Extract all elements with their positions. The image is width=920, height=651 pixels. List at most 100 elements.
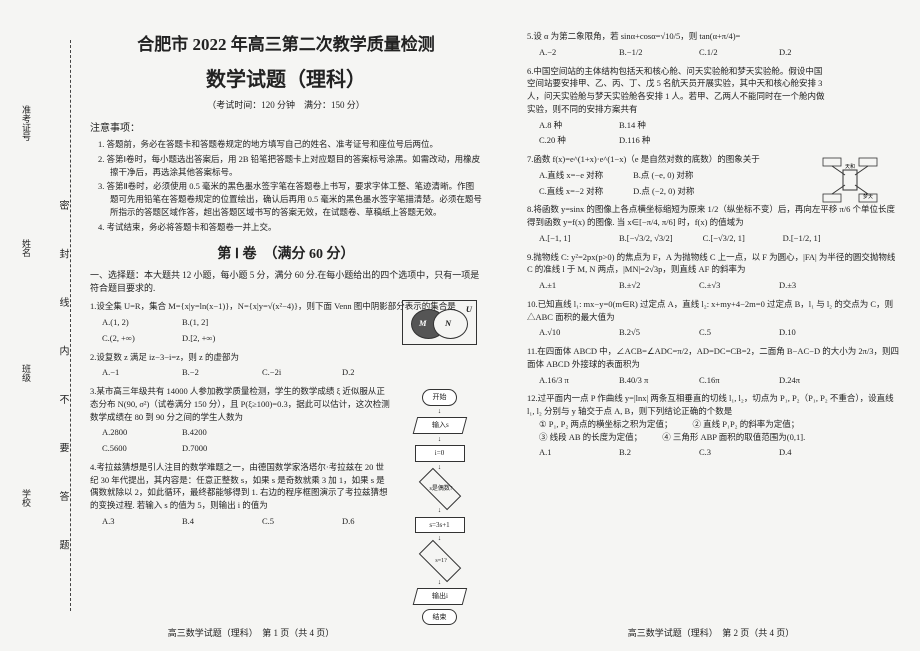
- question-12: 12.过平面内一点 P 作曲线 y=|lnx| 两条互相垂直的切线 l₁, l₂…: [527, 392, 900, 459]
- q6-opt-d: D.116 种: [619, 134, 669, 147]
- q12-s4: ④ 三角形 ABP 面积的取值范围为(0,1].: [662, 431, 805, 444]
- question-10: 10.已知直线 l₁: mx−y=0(m∈R) 过定点 A，直线 l₂: x+m…: [527, 298, 900, 339]
- part-1-instructions: 一、选择题：本大题共 12 小题，每小题 5 分，满分 60 分.在每小题给出的…: [90, 269, 482, 294]
- q9-opt-c: C.±√3: [699, 279, 749, 292]
- q11-opt-b: B.40/3 π: [619, 374, 669, 387]
- q3-opt-a: A.2800: [102, 426, 152, 439]
- q11-opt-d: D.24π: [779, 374, 829, 387]
- q6-options-2: C.20 种 D.116 种: [539, 134, 825, 147]
- fc-input: 输入s: [412, 417, 466, 434]
- q9-opt-b: B.±√2: [619, 279, 669, 292]
- notice-item: 1. 答题前，务必在答题卡和答题卷规定的地方填写自己的姓名、准考证号和座位号后两…: [98, 138, 482, 151]
- question-1: 1.设全集 U=R，集合 M={x|y=ln(x−1)}，N={x|y=√(x²…: [90, 300, 482, 344]
- q12-text: 12.过平面内一点 P 作曲线 y=|lnx| 两条互相垂直的切线 l₁, l₂…: [527, 393, 894, 416]
- venn-diagram: U M N: [402, 300, 477, 345]
- question-8: 8.将函数 y=sinx 的图像上各点横坐标缩短为原来 1/2（纵坐标不变）后，…: [527, 203, 900, 244]
- q7-text: 7.函数 f(x)=e^(1+x)·e^(1−x)（e 是自然对数的底数）的图象…: [527, 154, 760, 164]
- q1-text: 1.设全集 U=R，集合 M={x|y=ln(x−1)}，N={x|y=√(x²…: [90, 301, 456, 311]
- q6-options: A.8 种 B.14 种: [539, 119, 825, 132]
- notice-item: 4. 考试结束，务必将答题卡和答题卷一并上交。: [98, 221, 482, 234]
- notices-list: 1. 答题前，务必在答题卡和答题卷规定的地方填写自己的姓名、准考证号和座位号后两…: [90, 138, 482, 233]
- question-5: 5.设 α 为第二象限角，若 sinα+cosα=√10/5，则 tan(α+π…: [527, 30, 900, 59]
- q11-options: A.16/3 π B.40/3 π C.16π D.24π: [539, 374, 900, 387]
- q10-opt-a: A.√10: [539, 326, 589, 339]
- q5-options: A.−2 B.−1/2 C.1/2 D.2: [539, 46, 900, 59]
- q4-options: A.3 B.4 C.5 D.6: [102, 515, 392, 528]
- q2-opt-c: C.−2i: [262, 366, 312, 379]
- q8-opt-c: C.[−√3/2, 1]: [703, 232, 753, 245]
- q10-opt-d: D.10: [779, 326, 829, 339]
- q4-text: 4.考拉兹猜想是引人注目的数学难题之一，由德国数学家洛塔尔·考拉兹在 20 世纪…: [90, 462, 388, 510]
- q5-text: 5.设 α 为第二象限角，若 sinα+cosα=√10/5，则 tan(α+π…: [527, 31, 740, 41]
- q6-opt-b: B.14 种: [619, 119, 669, 132]
- notice-item: 2. 答第Ⅰ卷时，每小题选出答案后，用 2B 铅笔把答题卡上对应题目的答案标号涂…: [98, 153, 482, 179]
- q5-opt-c: C.1/2: [699, 46, 749, 59]
- q4-opt-d: D.6: [342, 515, 392, 528]
- q3-opt-c: C.5600: [102, 442, 152, 455]
- q3-options-2: C.5600 D.7000: [102, 442, 392, 455]
- q10-opt-c: C.5: [699, 326, 749, 339]
- q8-text: 8.将函数 y=sinx 的图像上各点横坐标缩短为原来 1/2（纵坐标不变）后，…: [527, 204, 895, 227]
- q12-s1: ① P₁, P₂ 两点的横坐标之积为定值；: [539, 418, 673, 431]
- q9-opt-a: A.±1: [539, 279, 589, 292]
- fc-end: 结束: [422, 609, 457, 626]
- exam-title: 合肥市 2022 年高三第二次教学质量检测: [90, 30, 482, 55]
- venn-u-label: U: [466, 303, 472, 316]
- page-1: 合肥市 2022 年高三第二次教学质量检测 数学试题（理科） （考试时间：120…: [0, 0, 502, 651]
- q4-opt-b: B.4: [182, 515, 232, 528]
- q8-opt-a: A.[−1, 1]: [539, 232, 589, 245]
- q4-opt-a: A.3: [102, 515, 152, 528]
- q1-opt-a: A.(1, 2): [102, 316, 152, 329]
- q1-opt-b: B.(1, 2]: [182, 316, 232, 329]
- q12-s3: ③ 线段 AB 的长度为定值；: [539, 431, 642, 444]
- q2-opt-d: D.2: [342, 366, 392, 379]
- q12-s2: ② 直线 P₁P₂ 的斜率为定值；: [693, 418, 800, 431]
- q6-opt-c: C.20 种: [539, 134, 589, 147]
- q3-opt-d: D.7000: [182, 442, 232, 455]
- q3-text: 3.某市高三年级共有 14000 人参加教学质量检测，学生的数学成绩 ξ 近似服…: [90, 386, 390, 422]
- q8-opt-d: D.[−1/2, 1]: [783, 232, 833, 245]
- q2-opt-a: A.−1: [102, 366, 152, 379]
- q2-opt-b: B.−2: [182, 366, 232, 379]
- fc-arrow-icon: ↓: [397, 537, 482, 541]
- notices-title: 注意事项：: [90, 119, 482, 134]
- q7-options: A.直线 x=−e 对称 B.点 (−e, 0) 对称: [539, 169, 900, 182]
- q10-text: 10.已知直线 l₁: mx−y=0(m∈R) 过定点 A，直线 l₂: x+m…: [527, 299, 893, 322]
- q12-opt-b: B.2: [619, 446, 669, 459]
- question-7: 7.函数 f(x)=e^(1+x)·e^(1−x)（e 是自然对数的底数）的图象…: [527, 153, 900, 197]
- q2-options: A.−1 B.−2 C.−2i D.2: [102, 366, 482, 379]
- q8-options: A.[−1, 1] B.[−√3/2, √3/2] C.[−√3/2, 1] D…: [539, 232, 900, 245]
- q5-opt-b: B.−1/2: [619, 46, 669, 59]
- fc-output: 输出i: [412, 588, 466, 605]
- exam-meta: （考试时间：120 分钟 满分：150 分）: [90, 98, 482, 111]
- q7-opt-a: A.直线 x=−e 对称: [539, 169, 603, 182]
- q7-options-2: C.直线 x=−2 对称 D.点 (−2, 0) 对称: [539, 185, 900, 198]
- q12-opt-c: C.3: [699, 446, 749, 459]
- question-6: 6.中国空间站的主体结构包括天和核心舱、问天实验舱和梦天实验舱。假设中国空间站要…: [527, 65, 900, 148]
- fc-arrow-icon: ↓: [397, 410, 482, 414]
- fc-init: i=0: [415, 445, 465, 462]
- q3-opt-b: B.4200: [182, 426, 232, 439]
- q11-opt-c: C.16π: [699, 374, 749, 387]
- q7-opt-c: C.直线 x=−2 对称: [539, 185, 603, 198]
- q2-text: 2.设复数 z 满足 iz−3−i=z，则 z 的虚部为: [90, 352, 239, 362]
- q1-opt-c: C.(2, +∞): [102, 332, 152, 345]
- q6-text: 6.中国空间站的主体结构包括天和核心舱、问天实验舱和梦天实验舱。假设中国空间站要…: [527, 66, 825, 114]
- exam-subtitle: 数学试题（理科）: [90, 63, 482, 92]
- question-4: 4.考拉兹猜想是引人注目的数学难题之一，由德国数学家洛塔尔·考拉兹在 20 世纪…: [90, 461, 482, 528]
- q8-opt-b: B.[−√3/2, √3/2]: [619, 232, 673, 245]
- q9-text: 9.抛物线 C: y²=2px(p>0) 的焦点为 F，A 为抛物线 C 上一点…: [527, 252, 895, 275]
- venn-m-label: M: [419, 317, 427, 330]
- q1-opt-d: D.[2, +∞): [182, 332, 232, 345]
- q5-opt-d: D.2: [779, 46, 829, 59]
- q12-opt-d: D.4: [779, 446, 829, 459]
- q10-options: A.√10 B.2√5 C.5 D.10: [539, 326, 900, 339]
- fc-arrow-icon: ↓: [397, 438, 482, 442]
- q7-opt-b: B.点 (−e, 0) 对称: [633, 169, 693, 182]
- q3-options: A.2800 B.4200: [102, 426, 392, 439]
- question-9: 9.抛物线 C: y²=2px(p>0) 的焦点为 F，A 为抛物线 C 上一点…: [527, 251, 900, 292]
- fc-decision-2: s=1?: [418, 539, 460, 581]
- q11-text: 11.在四面体 ABCD 中，∠ACB=∠ADC=π/2，AD=DC=CB=2，…: [527, 346, 899, 369]
- question-2: 2.设复数 z 满足 iz−3−i=z，则 z 的虚部为 A.−1 B.−2 C…: [90, 351, 482, 380]
- q10-opt-b: B.2√5: [619, 326, 669, 339]
